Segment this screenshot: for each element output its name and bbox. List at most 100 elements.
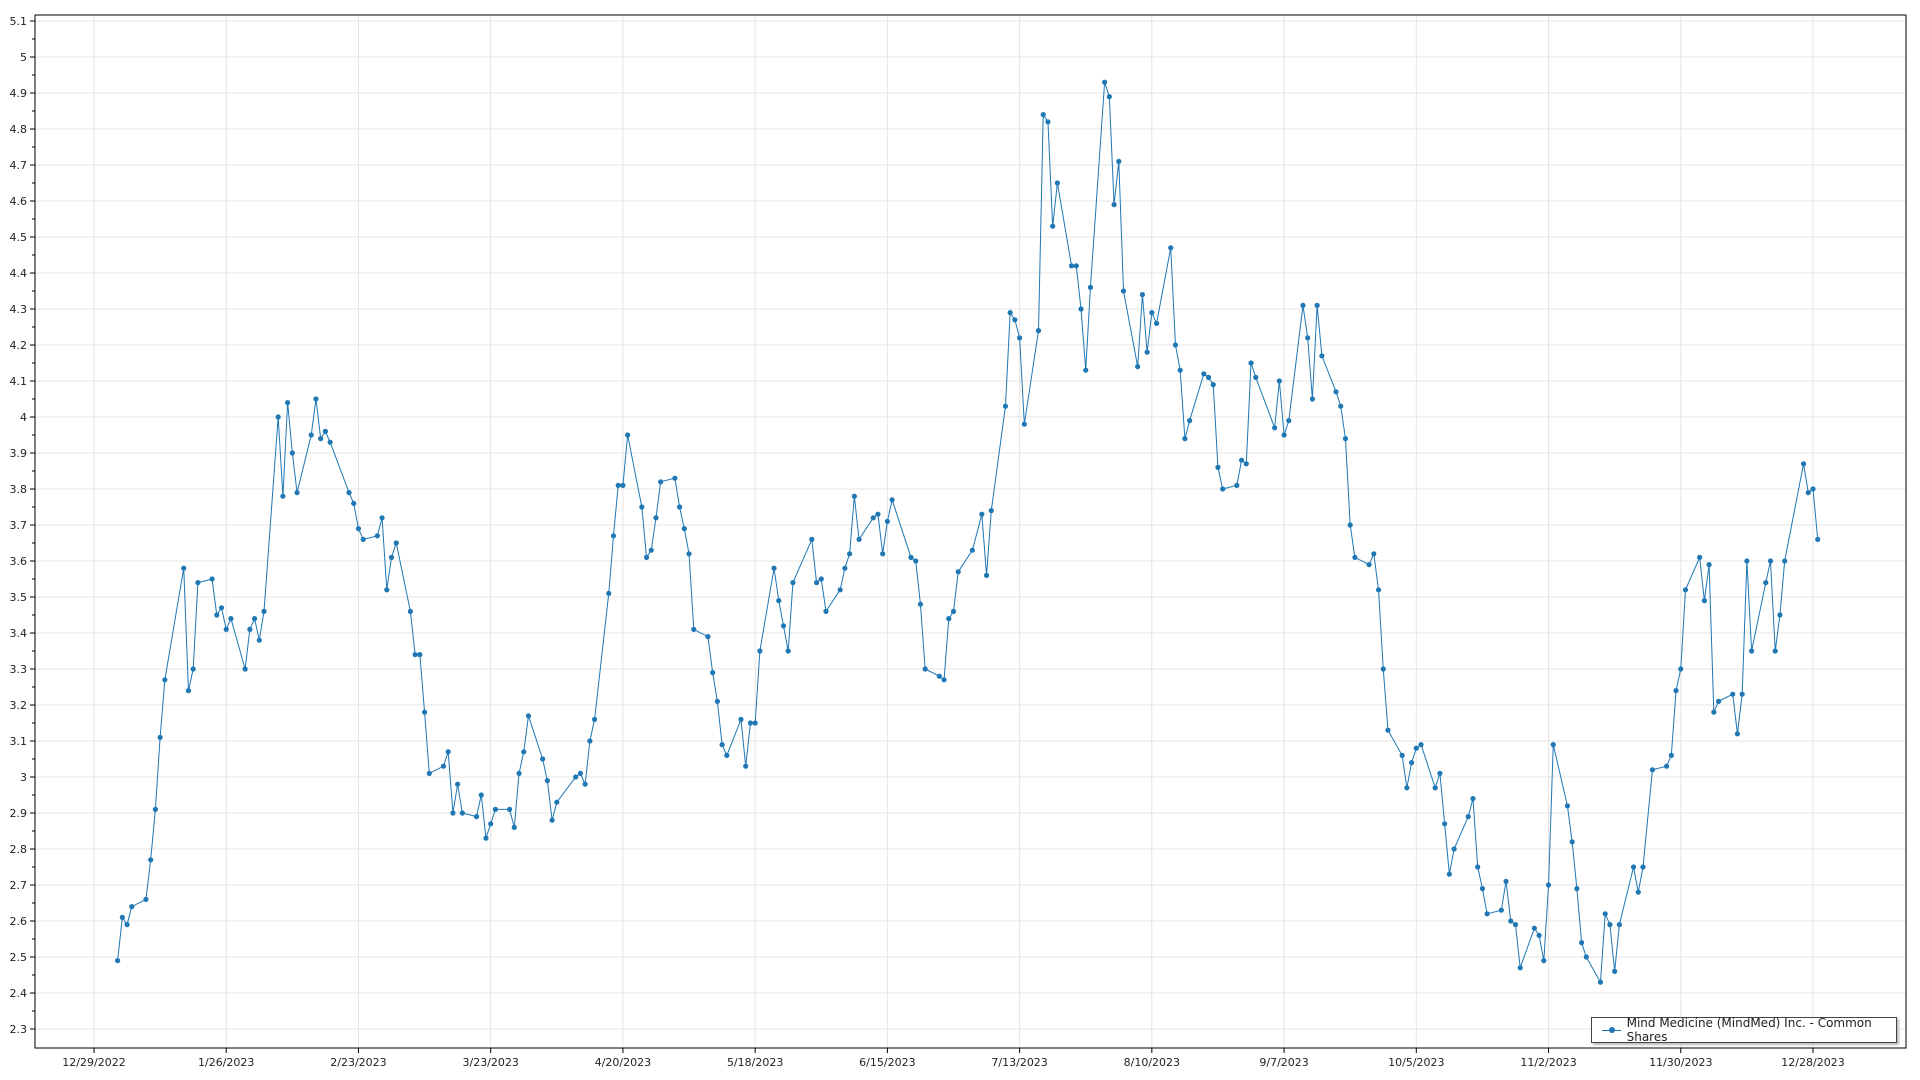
data-point — [1111, 202, 1117, 208]
data-point — [1550, 742, 1556, 748]
x-tick-label: 12/28/2023 — [1781, 1056, 1844, 1069]
data-point — [771, 565, 777, 571]
data-point — [1640, 864, 1646, 870]
data-point — [1201, 371, 1207, 377]
data-point — [1607, 922, 1613, 928]
data-point — [1238, 457, 1245, 463]
y-tick-label: 4.7 — [10, 159, 28, 172]
data-point — [540, 756, 546, 762]
data-point — [426, 770, 432, 777]
data-point — [1319, 353, 1325, 359]
data-point — [1135, 364, 1141, 370]
data-point — [195, 580, 201, 586]
data-point — [719, 742, 725, 748]
x-tick-label: 1/26/2023 — [198, 1056, 254, 1069]
data-point — [379, 515, 385, 521]
legend: Mind Medicine (MindMed) Inc. - Common Sh… — [1591, 1016, 1897, 1044]
data-point — [511, 824, 517, 831]
data-point — [1739, 691, 1745, 697]
x-tick-label: 6/15/2023 — [859, 1056, 915, 1069]
plot-frame — [34, 14, 1907, 1049]
data-point — [1078, 306, 1084, 312]
data-point — [1182, 436, 1188, 442]
data-point — [648, 547, 654, 553]
data-point — [506, 806, 513, 813]
data-point — [1338, 403, 1344, 409]
data-point — [1002, 403, 1009, 409]
data-point — [1536, 932, 1542, 939]
data-point — [327, 439, 333, 445]
data-point — [1352, 554, 1358, 561]
data-point — [162, 677, 168, 683]
data-point — [856, 536, 862, 543]
data-point — [1205, 374, 1212, 380]
data-point — [780, 623, 787, 629]
data-point — [1630, 864, 1637, 870]
data-point — [478, 792, 484, 798]
data-point — [256, 637, 262, 643]
data-point — [148, 857, 154, 863]
data-point — [1602, 911, 1608, 917]
data-point — [1314, 302, 1320, 308]
data-point — [1805, 490, 1811, 496]
data-point — [1083, 367, 1089, 373]
data-point — [322, 428, 329, 434]
x-tick-label: 9/7/2023 — [1259, 1056, 1308, 1069]
legend-swatch-icon — [1602, 1025, 1621, 1035]
data-point — [1730, 691, 1736, 697]
data-point — [1678, 666, 1684, 672]
data-point — [1139, 292, 1146, 298]
y-tick-label: 3.2 — [10, 699, 28, 712]
data-point — [842, 565, 848, 571]
data-point — [1168, 245, 1174, 251]
data-point — [1281, 432, 1287, 438]
data-point — [1248, 360, 1254, 366]
data-point — [936, 673, 942, 679]
y-tick-label: 3.9 — [10, 447, 28, 460]
data-point — [1800, 461, 1807, 467]
data-point — [643, 554, 650, 561]
data-point — [313, 396, 319, 402]
data-point — [1612, 968, 1618, 975]
data-point — [223, 626, 229, 633]
data-point — [355, 526, 362, 532]
data-point — [1309, 396, 1316, 402]
data-point — [1234, 482, 1240, 488]
data-point — [1574, 886, 1580, 892]
data-point — [483, 835, 489, 841]
data-point — [1012, 317, 1018, 323]
data-point — [157, 734, 163, 741]
data-point — [318, 436, 324, 442]
x-tick-label: 11/2/2023 — [1520, 1056, 1576, 1069]
data-point — [1432, 785, 1438, 791]
data-point — [228, 616, 234, 622]
data-point — [1706, 562, 1712, 568]
data-point — [1715, 698, 1722, 705]
data-point — [620, 482, 626, 488]
data-point — [672, 475, 678, 481]
data-point — [119, 914, 125, 921]
y-tick-label: 4.3 — [10, 303, 28, 316]
y-tick-label: 3.1 — [10, 735, 28, 748]
data-point — [1017, 335, 1023, 341]
data-point — [285, 400, 291, 406]
data-point — [946, 616, 952, 622]
data-point — [582, 781, 588, 787]
data-point — [421, 709, 428, 715]
data-point — [1087, 284, 1094, 290]
data-point — [1413, 745, 1419, 751]
data-point — [1470, 796, 1476, 802]
data-point — [516, 770, 522, 777]
y-tick-label: 2.4 — [10, 987, 28, 1000]
x-tick-label: 11/30/2023 — [1649, 1056, 1712, 1069]
data-point — [1116, 158, 1122, 164]
y-tick-label: 3.5 — [10, 591, 28, 604]
data-point — [823, 608, 829, 615]
data-point — [1517, 965, 1523, 971]
data-point — [625, 432, 631, 438]
data-point — [1120, 288, 1127, 294]
data-point — [459, 810, 465, 816]
data-point — [1437, 770, 1443, 777]
data-point — [955, 569, 961, 575]
